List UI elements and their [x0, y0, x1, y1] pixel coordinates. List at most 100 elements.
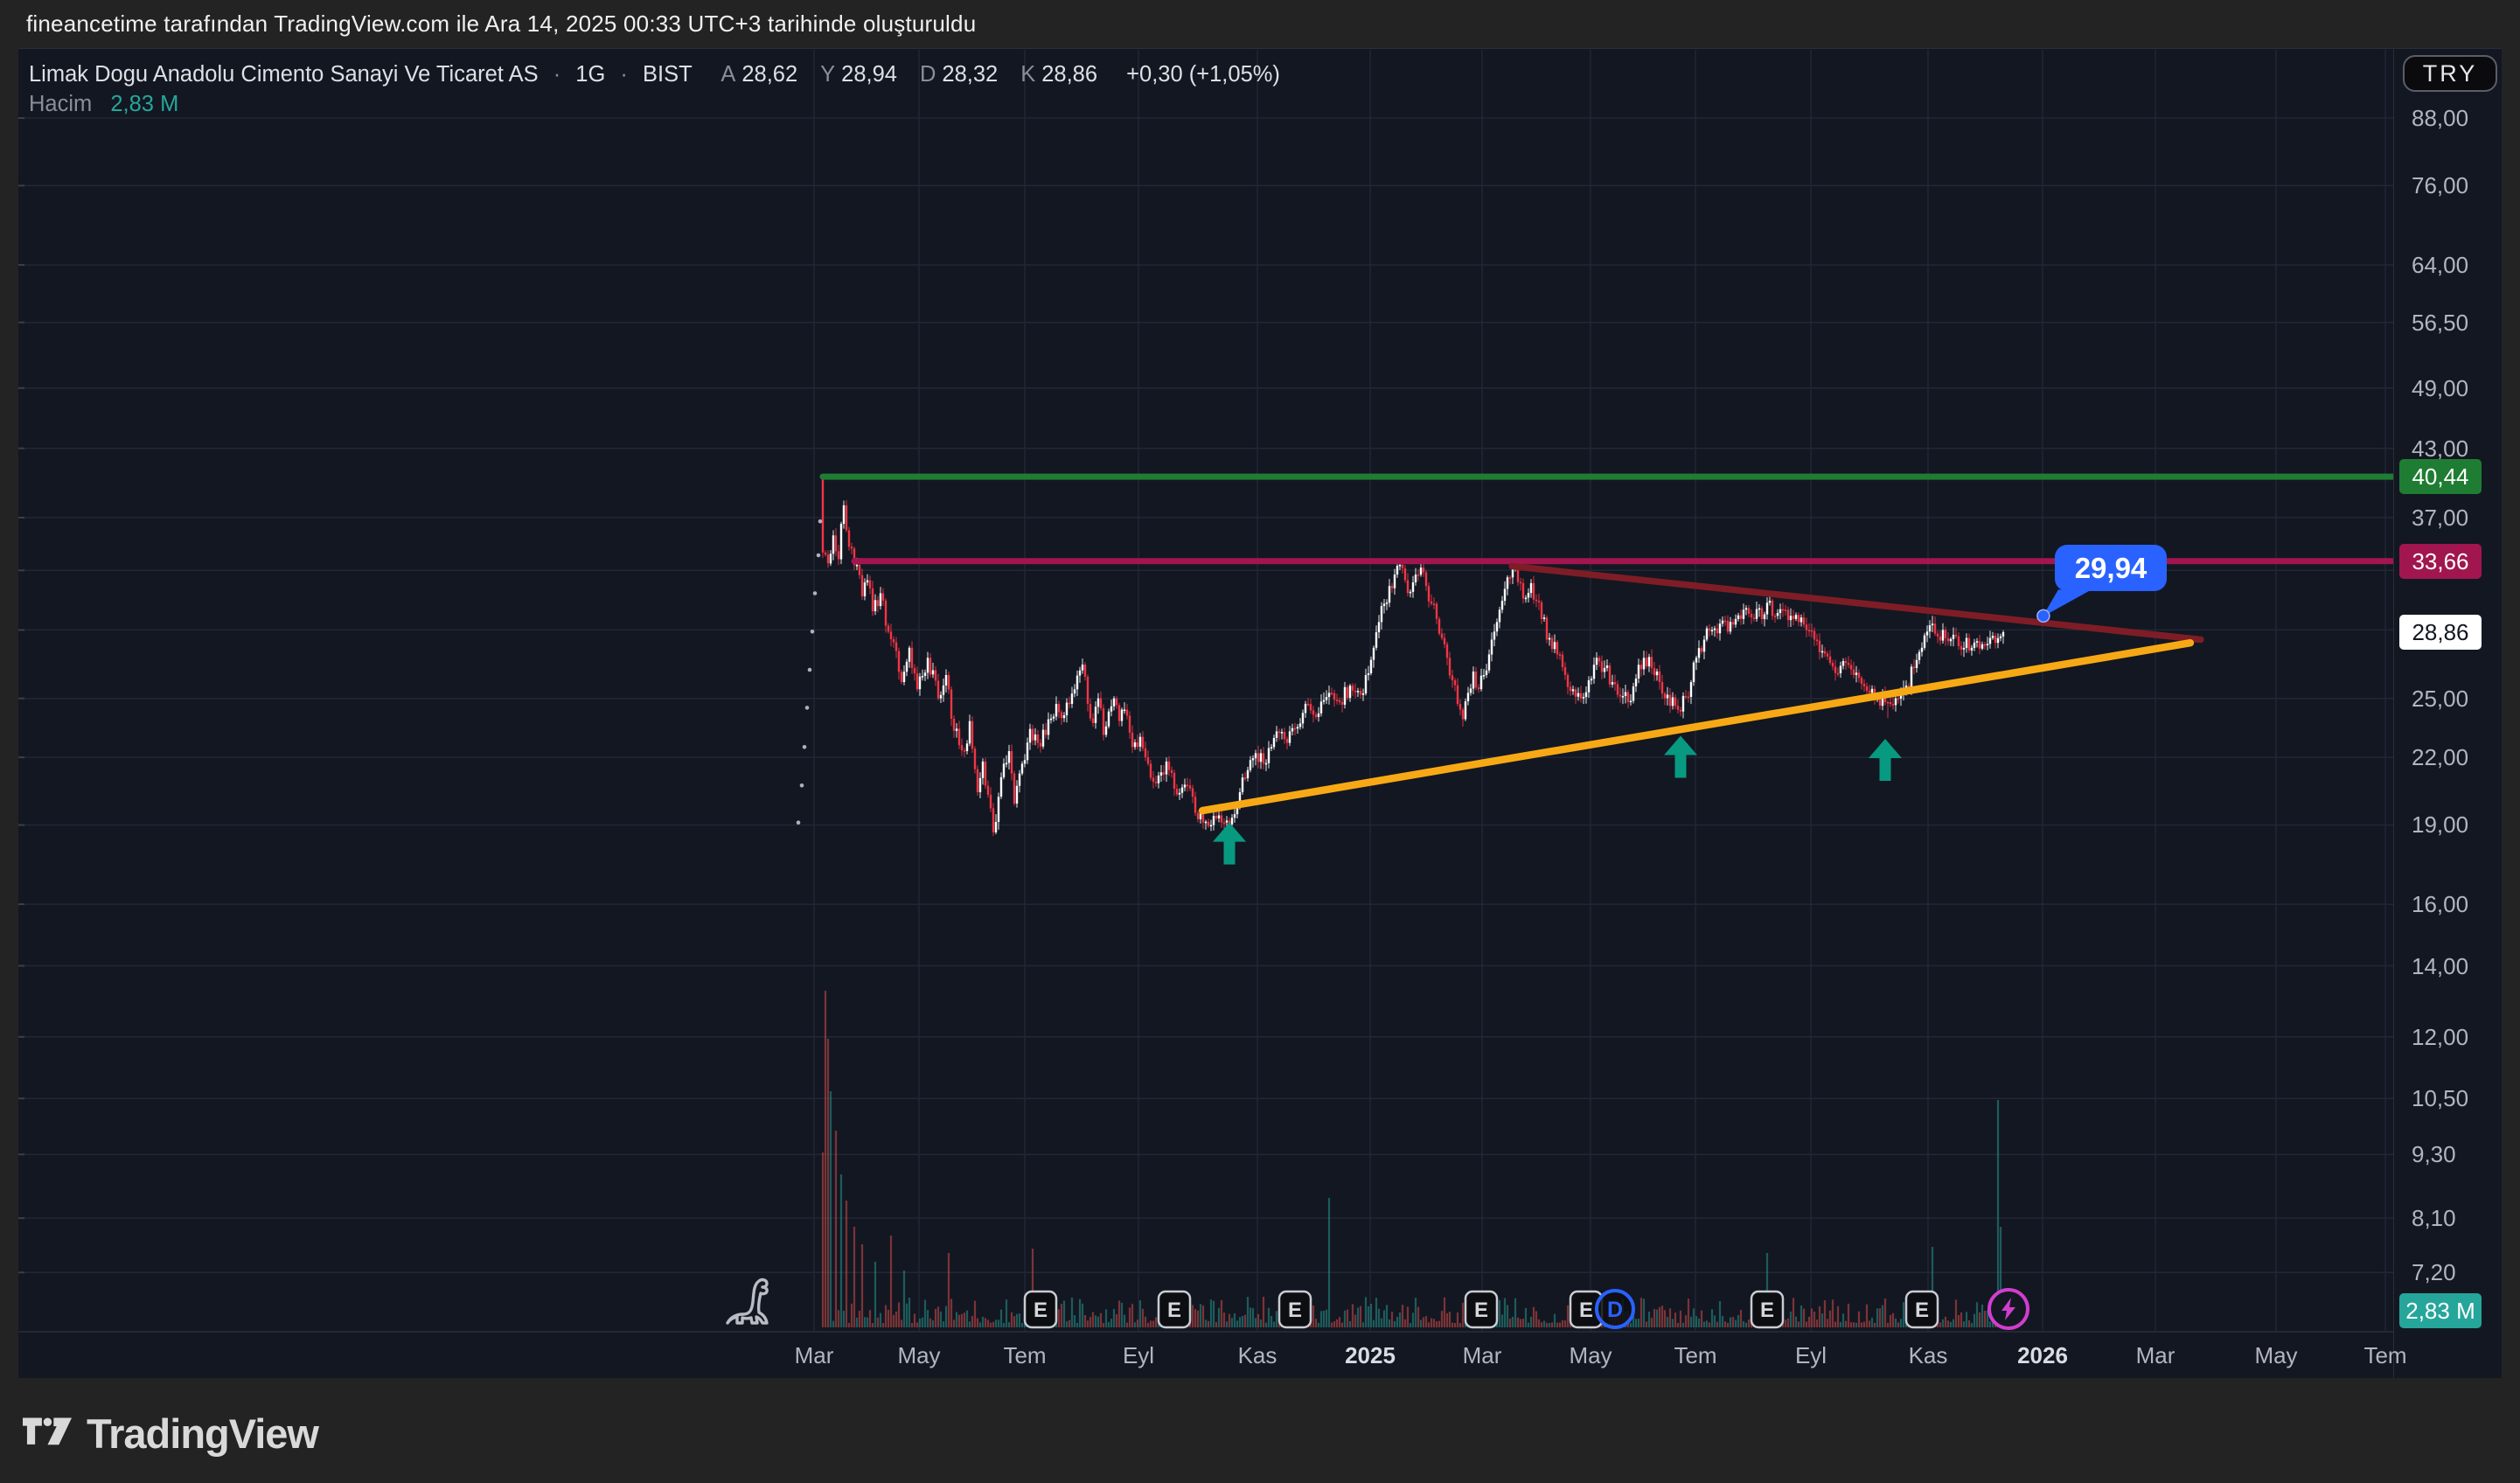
- separator-dot: ·: [553, 62, 561, 87]
- time-tick-label: May: [2254, 1342, 2298, 1368]
- time-tick-label: Mar: [2135, 1342, 2175, 1368]
- time-tick-label: Kas: [1237, 1342, 1277, 1368]
- trendlines[interactable]: [819, 473, 2397, 815]
- time-tick-label: Mar: [1462, 1342, 1502, 1368]
- ohlc-label: K: [1020, 62, 1036, 87]
- svg-text:E: E: [1167, 1298, 1181, 1322]
- price-axis[interactable]: TRY 88,00 76,00 64,00 56,50 49,00 43,00 37,00 2…: [2393, 49, 2502, 1379]
- earnings-icon: E: [1023, 1290, 1058, 1329]
- event-markers[interactable]: E E E E E E E D: [1023, 1288, 2029, 1330]
- trendline-handle-dot: [2036, 609, 2050, 623]
- price-tick-label: 19,00: [2412, 811, 2469, 838]
- price-level-badge: 33,66: [2399, 544, 2482, 579]
- ohlc-value: 28,62: [741, 62, 798, 87]
- svg-text:E: E: [1760, 1298, 1774, 1322]
- svg-text:E: E: [1288, 1298, 1302, 1322]
- price-tick-label: 76,00: [2412, 172, 2469, 198]
- dividend-icon: D: [1595, 1289, 1635, 1329]
- attribution-bar: fineancetime tarafından TradingView.com …: [0, 0, 2520, 48]
- chart-shell[interactable]: E E E E E E E D Limak Dogu Anadolu Cimen…: [18, 48, 2502, 1379]
- price-chart-canvas[interactable]: E E E E E E E D: [18, 49, 2501, 1379]
- tooltip-pointer: [2036, 589, 2092, 623]
- earnings-icon: E: [1904, 1290, 1939, 1329]
- time-tick-label: Tem: [1003, 1342, 1047, 1368]
- ohlc-label: A: [720, 62, 736, 87]
- time-tick-label: Tem: [1674, 1342, 1717, 1368]
- time-tick-label: 2026: [2017, 1342, 2068, 1368]
- time-axis[interactable]: Mar May Tem Eyl Kas 2025 Mar May Tem Eyl Kas 2026 Ma…: [18, 1332, 2501, 1379]
- price-tick-label: 43,00: [2412, 435, 2469, 462]
- arrow-up-icon: [1869, 738, 1902, 781]
- svg-text:E: E: [1474, 1298, 1488, 1322]
- earnings-icon: E: [1750, 1290, 1785, 1329]
- symbol-title[interactable]: Limak Dogu Anadolu Cimento Sanayi Ve Tic…: [29, 62, 539, 87]
- price-tick-label: 56,50: [2412, 310, 2469, 336]
- dino-icon: [726, 1278, 769, 1325]
- price-tick-label: 25,00: [2412, 686, 2469, 712]
- arrow-up-icon: [1664, 735, 1697, 778]
- price-tick-label: 88,00: [2412, 105, 2469, 131]
- price-level-badge: 40,44: [2399, 459, 2482, 494]
- svg-text:D: D: [1607, 1298, 1623, 1322]
- time-tick-label: Eyl: [1122, 1342, 1155, 1368]
- tradingview-logo-icon: [23, 1417, 72, 1445]
- earnings-icon: E: [1569, 1290, 1604, 1329]
- change-value: +0,30 (+1,05%): [1126, 62, 1280, 87]
- time-tick-label: 2025: [1345, 1342, 1396, 1368]
- ohlc-label: Y: [820, 62, 836, 87]
- ohlc-label: D: [919, 62, 936, 87]
- svg-text:E: E: [1915, 1298, 1929, 1322]
- symbol-legend: Limak Dogu Anadolu Cimento Sanayi Ve Tic…: [29, 59, 1280, 119]
- svg-text:E: E: [1034, 1298, 1048, 1322]
- grid: [18, 50, 2501, 1333]
- ohlc-value: 28,94: [841, 62, 897, 87]
- currency-toggle-button[interactable]: TRY: [2403, 55, 2497, 92]
- ohlc-value: 28,32: [942, 62, 999, 87]
- price-tick-label: 14,00: [2412, 953, 2469, 979]
- volume-row: Hacim 2,83 M: [29, 89, 1280, 119]
- symbol-row: Limak Dogu Anadolu Cimento Sanayi Ve Tic…: [29, 59, 1280, 89]
- footer-bar: TradingView: [0, 1378, 2520, 1483]
- earnings-icon: E: [1277, 1290, 1312, 1329]
- time-tick-label: May: [1569, 1342, 1612, 1368]
- ascending-support: [1198, 638, 2195, 815]
- time-tick-label: Mar: [794, 1342, 834, 1368]
- price-tick-label: 10,50: [2412, 1085, 2469, 1111]
- price-tick-label: 22,00: [2412, 744, 2469, 770]
- attribution-text: fineancetime tarafından TradingView.com …: [26, 10, 977, 37]
- price-tick-label: 9,30: [2412, 1141, 2456, 1167]
- candlestick-series: [821, 477, 2005, 837]
- arrow-up-icon: [1213, 822, 1246, 865]
- price-tick-label: 7,20: [2412, 1259, 2456, 1285]
- earnings-icon: E: [1157, 1290, 1192, 1329]
- tradingview-logo-text: TradingView: [87, 1410, 319, 1457]
- tooltip-value: 29,94: [2074, 551, 2148, 584]
- time-tick-label: Tem: [2363, 1342, 2407, 1368]
- volume-value-badge: 2,83 M: [2399, 1293, 2482, 1328]
- ohlc-value: 28,86: [1041, 62, 1098, 87]
- flash-event-icon: [1987, 1288, 2029, 1330]
- separator-dot: ·: [620, 62, 628, 87]
- tradingview-logo[interactable]: TradingView: [23, 1410, 319, 1458]
- price-tick-label: 12,00: [2412, 1024, 2469, 1050]
- volume-histogram: [821, 991, 2005, 1327]
- trendline-price-tooltip: 29,94: [2055, 545, 2167, 591]
- svg-text:E: E: [1579, 1298, 1593, 1322]
- earnings-icon: E: [1464, 1290, 1499, 1329]
- price-tick-label: 8,10: [2412, 1205, 2456, 1231]
- volume-value: 2,83 M: [110, 92, 179, 116]
- price-tick-label: 49,00: [2412, 375, 2469, 401]
- time-tick-label: Kas: [1908, 1342, 1948, 1368]
- price-tick-label: 64,00: [2412, 252, 2469, 278]
- volume-label: Hacim: [29, 92, 93, 116]
- pre-data-dots: [796, 519, 823, 825]
- price-tick-label: 37,00: [2412, 505, 2469, 531]
- price-tick-label: 16,00: [2412, 891, 2469, 917]
- descending-resistance: [1508, 562, 2204, 644]
- exchange-label: BIST: [643, 62, 693, 87]
- buy-signal-arrows[interactable]: [1213, 735, 1902, 865]
- interval-label[interactable]: 1G: [575, 62, 606, 87]
- ohlc-values: A 28,62 Y 28,94 D 28,32 K 28,86: [698, 62, 1097, 87]
- time-tick-label: May: [897, 1342, 941, 1368]
